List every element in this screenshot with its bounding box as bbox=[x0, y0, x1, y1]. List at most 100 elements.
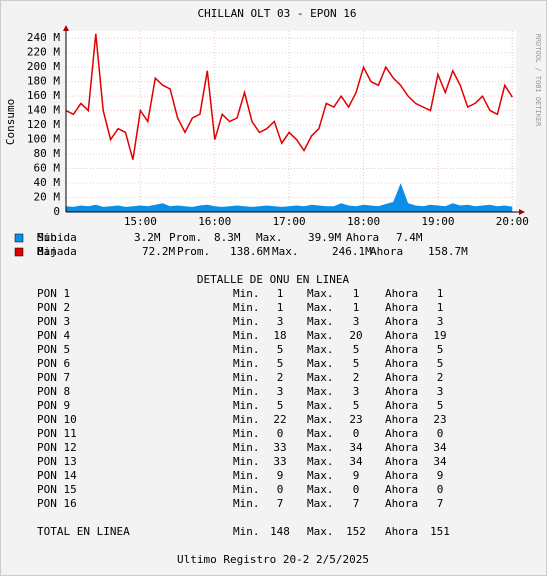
y-tick-label: 100 M bbox=[27, 133, 60, 146]
min-value: 148 bbox=[270, 525, 290, 538]
ahora-label: Ahora bbox=[385, 329, 418, 342]
row-name: PON 7 bbox=[37, 371, 70, 384]
ahora-label: Ahora bbox=[385, 427, 418, 440]
y-tick-label: 120 M bbox=[27, 118, 60, 131]
row-name: PON 8 bbox=[37, 385, 70, 398]
x-arrow bbox=[519, 209, 525, 215]
ahora-value: 3 bbox=[437, 385, 444, 398]
max-label: Max. bbox=[307, 525, 334, 538]
y-tick-label: 240 M bbox=[27, 31, 60, 44]
min-value: 5 bbox=[277, 357, 284, 370]
max-value: 5 bbox=[353, 357, 360, 370]
min-label: Min. bbox=[233, 469, 260, 482]
max-label: Max. bbox=[307, 315, 334, 328]
y-arrow bbox=[63, 25, 69, 31]
x-tick-label: 16:00 bbox=[198, 215, 231, 228]
row-name: PON 3 bbox=[37, 315, 70, 328]
ahora-label: Ahora bbox=[385, 371, 418, 384]
legend-label: Subida bbox=[37, 231, 77, 244]
footer: Ultimo Registro 20-2 2/5/2025 bbox=[177, 553, 369, 566]
row-name: PON 10 bbox=[37, 413, 77, 426]
area bbox=[66, 183, 513, 212]
max-value: 152 bbox=[346, 525, 366, 538]
max-value: 23 bbox=[349, 413, 362, 426]
legend-stat: Ahora bbox=[370, 245, 403, 258]
y-tick-label: 60 M bbox=[34, 162, 61, 175]
min-label: Min. bbox=[233, 413, 260, 426]
y-tick-label: 160 M bbox=[27, 89, 60, 102]
max-value: 0 bbox=[353, 427, 360, 440]
min-label: Min. bbox=[233, 315, 260, 328]
y-tick-label: 40 M bbox=[34, 176, 61, 189]
ahora-value: 1 bbox=[437, 301, 444, 314]
ahora-value: 9 bbox=[437, 469, 444, 482]
min-label: Min. bbox=[233, 329, 260, 342]
ahora-value: 3 bbox=[437, 315, 444, 328]
ahora-value: 5 bbox=[437, 343, 444, 356]
legend-stat: Prom. bbox=[177, 245, 210, 258]
row-name: PON 11 bbox=[37, 427, 77, 440]
ahora-label: Ahora bbox=[385, 301, 418, 314]
ahora-label: Ahora bbox=[385, 385, 418, 398]
legend-stat: Ahora bbox=[346, 231, 379, 244]
min-value: 0 bbox=[277, 483, 284, 496]
min-value: 22 bbox=[273, 413, 286, 426]
min-value: 33 bbox=[273, 455, 286, 468]
max-value: 5 bbox=[353, 343, 360, 356]
legend-stat: 158.7M bbox=[428, 245, 468, 258]
max-value: 9 bbox=[353, 469, 360, 482]
min-value: 1 bbox=[277, 301, 284, 314]
ahora-label: Ahora bbox=[385, 287, 418, 300]
min-label: Min. bbox=[233, 427, 260, 440]
max-label: Max. bbox=[307, 497, 334, 510]
min-label: Min. bbox=[233, 357, 260, 370]
row-name: PON 1 bbox=[37, 287, 70, 300]
y-tick-label: 0 bbox=[53, 205, 60, 218]
ahora-label: Ahora bbox=[385, 483, 418, 496]
ahora-value: 2 bbox=[437, 371, 444, 384]
max-label: Max. bbox=[307, 357, 334, 370]
x-tick-label: 15:00 bbox=[124, 215, 157, 228]
y-tick-label: 180 M bbox=[27, 75, 60, 88]
max-label: Max. bbox=[307, 427, 334, 440]
max-value: 5 bbox=[353, 399, 360, 412]
legend-swatch bbox=[14, 247, 24, 257]
min-label: Min. bbox=[233, 441, 260, 454]
max-label: Max. bbox=[307, 483, 334, 496]
legend-stat: 72.2M bbox=[142, 245, 175, 258]
line bbox=[65, 33, 513, 160]
min-label: Min. bbox=[233, 287, 260, 300]
legend-stat: 7.4M bbox=[396, 231, 423, 244]
row-name: PON 16 bbox=[37, 497, 77, 510]
min-label: Min. bbox=[233, 343, 260, 356]
legend-stat: Max. bbox=[272, 245, 299, 258]
row-name: PON 9 bbox=[37, 399, 70, 412]
max-value: 3 bbox=[353, 385, 360, 398]
min-value: 5 bbox=[277, 343, 284, 356]
max-value: 20 bbox=[349, 329, 362, 342]
row-name: PON 13 bbox=[37, 455, 77, 468]
ahora-label: Ahora bbox=[385, 469, 418, 482]
max-label: Max. bbox=[307, 287, 334, 300]
max-value: 34 bbox=[349, 455, 363, 468]
min-label: Min. bbox=[233, 385, 260, 398]
ahora-label: Ahora bbox=[385, 525, 418, 538]
max-label: Max. bbox=[307, 371, 334, 384]
ahora-value: 23 bbox=[433, 413, 446, 426]
max-label: Max. bbox=[307, 469, 334, 482]
max-label: Max. bbox=[307, 385, 334, 398]
ahora-value: 0 bbox=[437, 427, 444, 440]
row-name: PON 2 bbox=[37, 301, 70, 314]
plot-area bbox=[66, 31, 516, 212]
legend-stat: Prom. bbox=[169, 231, 202, 244]
x-tick-label: 20:00 bbox=[496, 215, 529, 228]
ahora-value: 5 bbox=[437, 399, 444, 412]
min-value: 18 bbox=[273, 329, 286, 342]
ahora-label: Ahora bbox=[385, 357, 418, 370]
y-tick-label: 80 M bbox=[34, 147, 61, 160]
max-value: 34 bbox=[349, 441, 363, 454]
min-label: Min. bbox=[233, 301, 260, 314]
y-tick-label: 140 M bbox=[27, 104, 60, 117]
row-name: PON 14 bbox=[37, 469, 77, 482]
